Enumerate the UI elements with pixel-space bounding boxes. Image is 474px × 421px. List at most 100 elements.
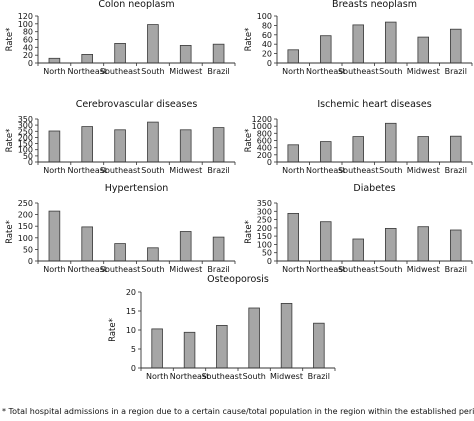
y-tick-label: 0 <box>131 364 136 373</box>
bar-southeast <box>216 324 228 369</box>
y-tick-label: 0 <box>267 59 272 68</box>
bar-northeast <box>81 126 94 163</box>
y-tick-label: 200 <box>18 133 33 142</box>
bar-southeast <box>352 136 364 163</box>
x-tick-label: Southeast <box>100 265 140 274</box>
x-tick-label: Midwest <box>407 265 440 274</box>
x-tick-label: Northeast <box>68 265 108 274</box>
x-tick-label: Southeast <box>338 166 378 175</box>
chart-panel-2: Cerebrovascular diseases Rate* North Northe… <box>5 99 236 175</box>
x-tick-label: South <box>141 166 164 175</box>
y-tick-label: 40 <box>262 40 272 49</box>
x-tick-label: North <box>282 265 304 274</box>
chart-title: Diabetes <box>353 183 395 194</box>
bar-north <box>48 210 61 262</box>
y-tick-label: 1200 <box>252 115 272 124</box>
bar-midwest <box>179 231 192 262</box>
x-tick-label: Northeast <box>68 166 108 175</box>
x-tick-label: South <box>141 67 164 76</box>
x-tick-label: Midwest <box>169 166 202 175</box>
x-tick-label: Brazil <box>445 67 467 76</box>
y-tick-label: 150 <box>18 140 33 149</box>
x-tick-label: Midwest <box>270 372 303 381</box>
y-tick-label: 350 <box>257 199 272 208</box>
y-axis-label: Rate* <box>5 220 15 244</box>
chart-title: Ischemic heart diseases <box>317 99 431 110</box>
y-tick-label: 0 <box>28 257 33 266</box>
y-tick-label: 60 <box>23 36 33 45</box>
bar-northeast <box>319 141 332 163</box>
y-tick-label: 20 <box>126 288 136 297</box>
bar-northeast <box>81 226 94 262</box>
x-tick-label: Brazil <box>445 265 467 274</box>
bar-midwest <box>179 129 192 163</box>
bar-brazil <box>212 43 225 64</box>
bar-northeast <box>319 35 332 64</box>
y-tick-label: 20 <box>262 50 272 59</box>
bar-southeast <box>114 43 126 64</box>
bar-north <box>287 212 299 262</box>
x-tick-label: Brazil <box>445 166 467 175</box>
y-tick-label: 150 <box>257 232 272 241</box>
y-axis-label: Rate* <box>5 129 15 153</box>
y-tick-label: 0 <box>28 59 33 68</box>
bar-brazil <box>313 322 325 369</box>
chart-panel-3: Ischemic heart diseases Rate* North Northea… <box>244 99 473 175</box>
y-tick-label: 250 <box>257 216 272 225</box>
bar-north <box>151 328 163 369</box>
bar-midwest <box>417 226 429 262</box>
x-tick-label: South <box>379 67 402 76</box>
bar-brazil <box>449 229 462 262</box>
y-tick-label: 50 <box>23 245 33 254</box>
bar-south <box>384 227 397 262</box>
x-tick-label: Southeast <box>338 265 378 274</box>
y-tick-label: 10 <box>126 326 136 335</box>
bar-midwest <box>417 136 429 163</box>
y-tick-label: 250 <box>18 127 33 136</box>
y-axis-label: Rate* <box>244 28 254 52</box>
bar-south <box>147 24 159 64</box>
x-tick-label: Brazil <box>207 265 229 274</box>
bar-south <box>384 21 397 64</box>
bar-north <box>287 49 299 64</box>
bar-southeast <box>114 243 126 262</box>
y-tick-label: 200 <box>257 151 272 160</box>
y-tick-label: 350 <box>18 115 33 124</box>
y-tick-label: 60 <box>262 31 272 40</box>
chart-title: Cerebrovascular diseases <box>76 99 198 110</box>
y-axis-label: Rate* <box>244 220 254 244</box>
bar-midwest <box>417 36 429 64</box>
bar-south <box>384 122 397 163</box>
y-tick-label: 400 <box>257 144 272 153</box>
x-tick-label: Midwest <box>407 67 440 76</box>
y-tick-label: 1000 <box>252 122 272 131</box>
x-tick-label: Midwest <box>169 67 202 76</box>
x-tick-label: Brazil <box>207 166 229 175</box>
y-tick-label: 200 <box>257 224 272 233</box>
x-tick-label: Southeast <box>338 67 378 76</box>
y-tick-label: 200 <box>18 211 33 220</box>
y-tick-label: 0 <box>267 257 272 266</box>
x-tick-label: South <box>379 265 402 274</box>
x-tick-label: Brazil <box>308 372 330 381</box>
y-tick-label: 20 <box>23 51 33 60</box>
y-tick-label: 0 <box>267 158 272 167</box>
bar-north <box>48 130 61 163</box>
y-tick-label: 5 <box>131 345 136 354</box>
x-tick-label: North <box>43 67 65 76</box>
bar-north <box>48 57 61 64</box>
chart-panel-0: Colon neoplasm Rate* North NortheastSouthea… <box>5 0 236 76</box>
x-tick-label: South <box>243 372 266 381</box>
x-tick-label: North <box>43 265 65 274</box>
x-tick-label: Brazil <box>207 67 229 76</box>
y-tick-label: 100 <box>18 146 33 155</box>
y-tick-label: 150 <box>18 222 33 231</box>
y-tick-label: 15 <box>126 307 136 316</box>
bar-brazil <box>449 135 462 163</box>
x-tick-label: North <box>282 166 304 175</box>
y-tick-label: 100 <box>18 234 33 243</box>
x-tick-label: Southeast <box>100 67 140 76</box>
bar-brazil <box>449 28 462 64</box>
